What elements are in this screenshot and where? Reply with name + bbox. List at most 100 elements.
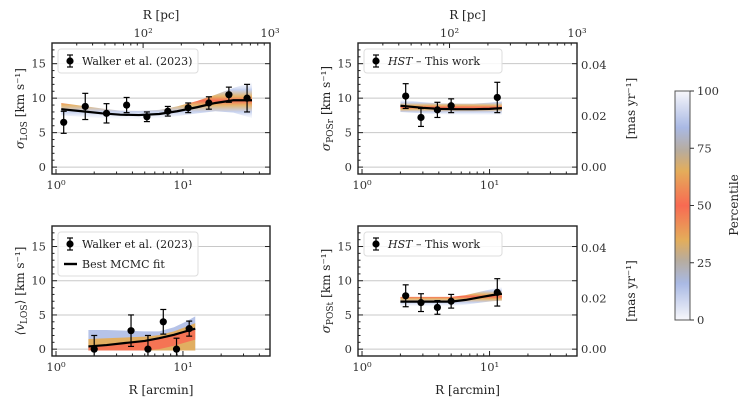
right-y-tick-label: 0.02 [581, 291, 607, 305]
top-x-tick-label: 10³ [567, 26, 587, 40]
top-x-tick-label: 10² [440, 26, 459, 40]
legend-label-hst: HST [387, 238, 414, 251]
marker [447, 102, 455, 110]
y-tick-label: 15 [337, 57, 352, 71]
y-label-subscript: LOS [20, 121, 30, 141]
y-tick-label: 0 [345, 342, 352, 356]
legend-box [57, 48, 199, 74]
data-point [143, 111, 151, 123]
data-point [447, 98, 455, 114]
data-point [447, 293, 455, 309]
y-tick-label: 10 [31, 91, 46, 105]
plot-area [52, 246, 270, 356]
y-tick-label: 10 [337, 91, 352, 105]
data-point [205, 96, 213, 110]
marker [243, 94, 251, 102]
colorbar-tick-label: 50 [697, 199, 712, 213]
y-tick-label: 10 [31, 274, 46, 288]
marker [60, 118, 68, 126]
y-label-subscript: POSt [326, 301, 336, 325]
y-label-unit: [km s⁻¹] [13, 247, 27, 296]
data-point [127, 314, 135, 348]
data-point [102, 103, 111, 124]
y-axis-label: σPOSr [km s⁻¹] [319, 66, 336, 151]
y-tick-label: 10 [337, 274, 352, 288]
data-point [159, 308, 167, 335]
percentile-band [61, 82, 253, 120]
best-fit-line [400, 292, 503, 303]
axes-frame [357, 225, 578, 357]
right-y-axis-label: [mas yr⁻¹] [624, 78, 638, 140]
panel-mean_vlos: 0 5 10 15 10⁰ 10¹ R [arcmin] ⟨vLOS⟩ [km s⁻¹] Walk… [13, 225, 271, 397]
top-x-tick-label: 10² [133, 26, 152, 40]
plot-area [358, 63, 577, 168]
marker [102, 109, 111, 117]
data-point [417, 293, 425, 313]
legend-box [363, 48, 503, 74]
y-tick-label: 5 [345, 308, 352, 322]
marker [493, 93, 501, 102]
right-y-tick-label: 0.00 [581, 160, 607, 174]
data-point [164, 105, 172, 117]
legend-label-rest: – This work [412, 238, 480, 251]
data-point [493, 278, 501, 307]
x-tick-label: 10⁰ [352, 360, 372, 374]
data-point [225, 86, 233, 103]
top-x-axis-label: R [pc] [143, 8, 180, 22]
right-y-tick-label: 0.04 [581, 58, 607, 72]
right-y-axis-label: [mas yr⁻¹] [624, 260, 638, 322]
x-tick-label: 10¹ [480, 360, 499, 374]
y-tick-label: 15 [31, 57, 46, 71]
marker [184, 104, 192, 112]
legend-label-hst: HST [387, 55, 414, 68]
best-fit-line [400, 104, 502, 111]
data-point [433, 299, 441, 315]
x-tick-label: 10⁰ [46, 178, 66, 192]
top-x-tick-label: 10³ [260, 26, 280, 40]
marker [402, 292, 410, 300]
data-point [81, 92, 89, 121]
data-point [144, 334, 152, 356]
y-label-symbol: ⟨v [13, 324, 27, 336]
y-axis-label: ⟨vLOS⟩ [km s⁻¹] [13, 247, 30, 336]
legend-label: Walker et al. (2023) [82, 238, 192, 251]
x-tick-label: 10¹ [173, 360, 192, 374]
y-label-symbol: σ [319, 324, 333, 333]
panel-sigma_post: 0 5 10 15 10⁰ 10¹ R [arcmin] σPOSt [km s⁻¹] 0.00 0… [319, 225, 638, 397]
y-tick-label: 5 [39, 126, 46, 140]
legend-label: Walker et al. (2023) [82, 55, 192, 68]
x-tick-label: 10⁰ [352, 178, 372, 192]
y-axis-label: σPOSt [km s⁻¹] [319, 249, 336, 334]
marker [433, 303, 441, 312]
data-point [184, 102, 192, 114]
y-label-close: ⟩ [13, 300, 27, 305]
y-axis-label: σLOS [km s⁻¹] [13, 68, 30, 149]
y-tick-label: 15 [337, 240, 352, 254]
data-point [185, 320, 193, 337]
marker [225, 91, 233, 99]
marker [447, 297, 455, 305]
marker [144, 345, 152, 353]
colorbar: 0 25 50 75 100 Percentile [674, 84, 741, 327]
legend-marker [372, 240, 380, 248]
x-tick-label: 10¹ [173, 178, 192, 192]
marker [433, 106, 441, 114]
legend-marker [372, 57, 380, 65]
y-tick-label: 0 [345, 160, 352, 174]
plot-area [358, 246, 577, 350]
y-label-unit: [km s⁻¹] [319, 66, 333, 115]
colorbar-tick-label: 100 [697, 84, 719, 98]
legend: HST – This work [363, 231, 503, 257]
legend-label: HST – This work [387, 55, 480, 68]
y-label-unit: [km s⁻¹] [319, 249, 333, 298]
legend-label: HST – This work [387, 238, 480, 251]
y-label-subscript: POSr [326, 118, 336, 143]
y-label-symbol: σ [319, 142, 333, 151]
marker [81, 102, 89, 111]
colorbar-gradient [674, 90, 691, 321]
legend-label: Best MCMC fit [82, 258, 165, 271]
axes-frame [51, 225, 271, 357]
x-tick-label: 10¹ [480, 178, 499, 192]
data-point [60, 110, 68, 134]
